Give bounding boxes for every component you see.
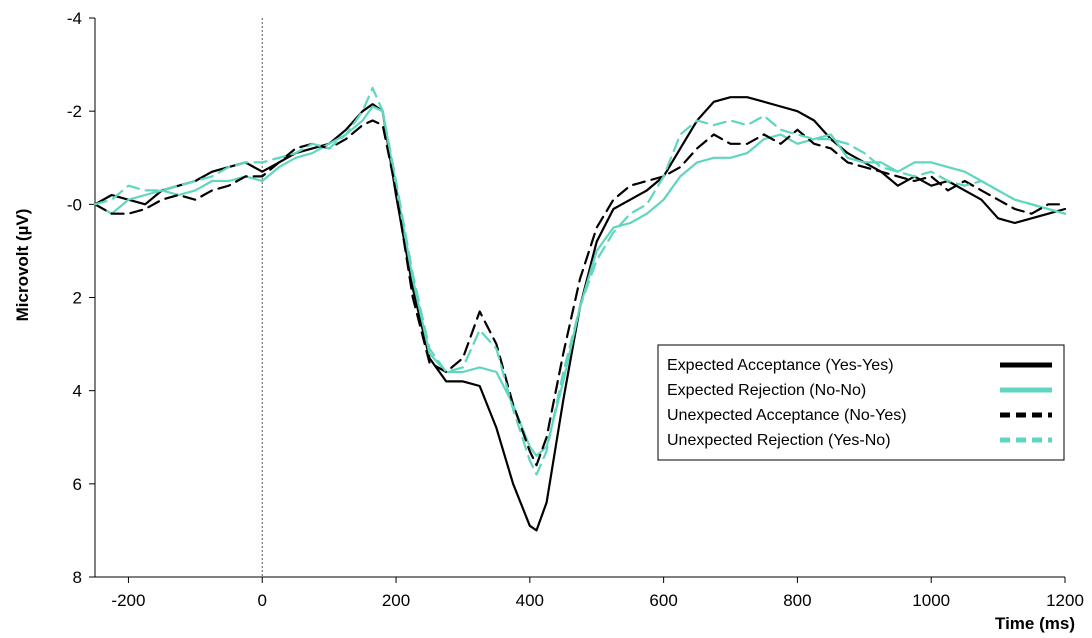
y-tick-label: 6: [73, 475, 82, 494]
y-tick-label: -2: [67, 102, 82, 121]
x-tick-label: -200: [111, 591, 145, 610]
series-lines: [93, 86, 1067, 532]
series-expected-acceptance: [93, 96, 1067, 532]
y-tick-label: 8: [73, 568, 82, 587]
legend: Expected Acceptance (Yes-Yes) Expected R…: [657, 344, 1065, 461]
tick-labels: -4 -2 -0 2 4 6 8 -200 0 200 400 600 800 1000 1200: [67, 9, 1084, 610]
y-tick-label: 4: [73, 382, 82, 401]
legend-label-unexpected-rejection: Unexpected Rejection (Yes-No): [667, 432, 891, 449]
y-tick-label: 2: [73, 289, 82, 308]
series-unexpected-acceptance: [93, 119, 1067, 467]
x-tick-label: 0: [258, 591, 267, 610]
y-tick-label: -0: [67, 195, 82, 214]
legend-label-unexpected-acceptance: Unexpected Acceptance (No-Yes): [667, 407, 907, 424]
x-tick-label: 200: [382, 591, 410, 610]
y-axis-title: Microvolt (µV): [13, 209, 32, 322]
x-tick-label: 1200: [1046, 591, 1084, 610]
series-unexpected-rejection: [93, 86, 1067, 476]
x-tick-label: 1000: [912, 591, 950, 610]
x-tick-label: 400: [516, 591, 544, 610]
legend-label-expected-acceptance: Expected Acceptance (Yes-Yes): [667, 357, 894, 374]
legend-box: [657, 344, 1065, 461]
axes: [94, 18, 1065, 578]
y-tick-label: -4: [67, 9, 82, 28]
legend-label-expected-rejection: Expected Rejection (No-No): [667, 382, 866, 399]
x-axis-title: Time (ms): [995, 614, 1075, 633]
x-tick-label: 600: [649, 591, 677, 610]
x-tick-label: 800: [783, 591, 811, 610]
